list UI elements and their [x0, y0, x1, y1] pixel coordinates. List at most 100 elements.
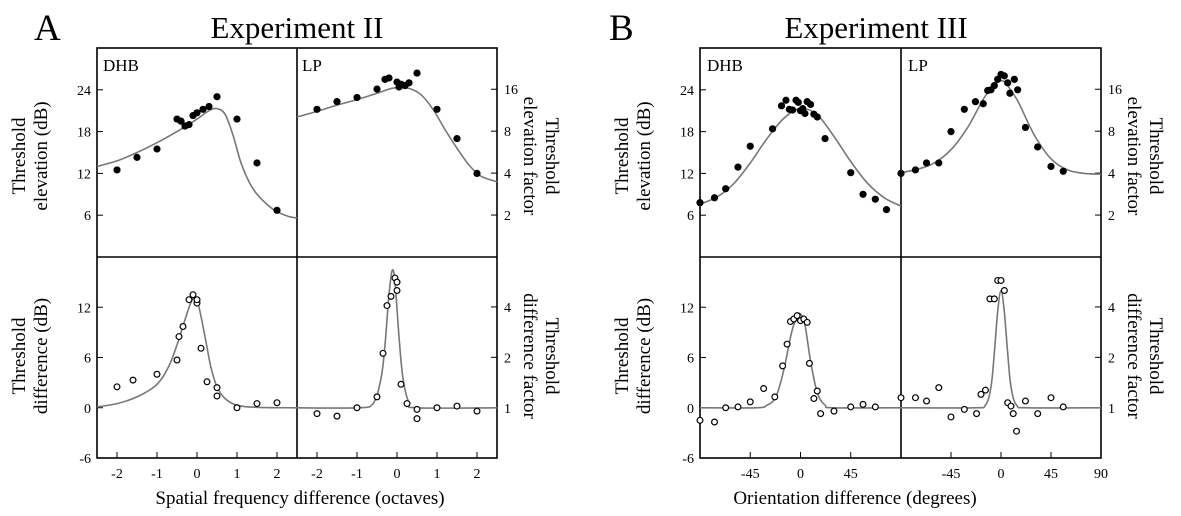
subject-label-b-dhb: DHB — [707, 56, 743, 75]
a-lp-bottom-data-point — [393, 278, 401, 286]
b-dhb-top-data-point — [722, 185, 730, 193]
b-left-bottom-tick-label: -6 — [682, 452, 694, 467]
a-left-top-tick-label: 6 — [84, 209, 91, 224]
b-dhb-top-data-point — [777, 102, 786, 110]
x-axis-title-a: Spatial frequency difference (octaves) — [155, 488, 444, 509]
b-dhb-top-data-point — [871, 195, 879, 203]
b-lp-bottom-data-point — [897, 394, 905, 402]
a-dhb-x-tick-label: 1 — [234, 467, 241, 482]
b-lp-top-data-point — [935, 159, 943, 167]
subject-label-b-lp: LP — [908, 56, 928, 75]
b-right-top-tick-label: 16 — [1108, 83, 1122, 98]
a-dhb-top-data-point — [273, 206, 281, 214]
a-lp-top-data-point — [353, 93, 361, 102]
b-lp-bottom-data-point — [1034, 410, 1042, 418]
b-lp-bottom-data-point — [1009, 410, 1017, 418]
a-dhb-bottom-data-point — [179, 323, 187, 331]
a-lp-top-data-point — [433, 105, 441, 113]
b-right-bottom-tick-label: 2 — [1108, 351, 1115, 366]
b-lp-top-data-point — [1059, 167, 1067, 175]
a-right-bottom-tick-label: 1 — [504, 402, 511, 417]
y-axis-title-b-top: Threshold elevation (dB) — [612, 101, 655, 210]
a-dhb-top-data-point — [113, 166, 121, 174]
b-lp-bottom-data-point — [1007, 402, 1015, 410]
b-dhb-top-data-point — [806, 100, 815, 109]
b-lp-top-data-point — [960, 105, 968, 113]
a-lp-bottom-data-point — [403, 400, 411, 408]
b-dhb-x-tick-label: -45 — [741, 467, 760, 482]
b-dhb-top-data-point — [710, 194, 719, 202]
b-dhb-bottom-data-point — [760, 384, 768, 392]
a-lp-bottom-data-point — [313, 410, 321, 418]
a-dhb-top-data-point — [153, 145, 161, 153]
a-dhb-x-tick-label: -1 — [151, 467, 163, 482]
b-lp-top-data-point — [1034, 143, 1042, 151]
b-lp-top-data-point — [1010, 75, 1018, 83]
a-right-top-tick-label: 2 — [504, 209, 511, 224]
a-dhb-top-data-point — [253, 159, 261, 167]
y-axis-title-a-right-bottom: Threshold difference factor — [519, 293, 562, 419]
b-lp-top-data-point — [990, 82, 998, 90]
a-lp-bottom-data-point — [333, 412, 341, 420]
b-lp-bottom-data-point — [997, 276, 1005, 284]
b-lp-top-data-point — [1047, 162, 1055, 171]
b-lp-x-tick-label: 45 — [1044, 467, 1058, 482]
b-lp-top-data-point — [1000, 72, 1008, 80]
point-layer — [113, 69, 1067, 435]
a-lp-x-tick-label: -1 — [351, 467, 363, 482]
a-dhb-bottom-data-point — [185, 296, 193, 304]
a-right-bottom-tick-label: 2 — [504, 351, 511, 366]
a-lp-bottom-data-point — [379, 349, 387, 357]
b-dhb-bottom-data-point — [734, 403, 742, 411]
b-lp-bottom-data-point — [911, 394, 919, 402]
svg-text:elevation (dB): elevation (dB) — [31, 101, 52, 210]
svg-text:Threshold: Threshold — [9, 117, 30, 195]
a-dhb-top-fit-curve — [96, 107, 298, 219]
b-dhb-bottom-data-point — [793, 312, 801, 320]
y-axis-title-b-right-top: Threshold elevation factor — [1123, 97, 1166, 216]
a-dhb-top-data-point — [205, 102, 213, 111]
b-left-top-tick-label: 18 — [680, 126, 694, 141]
a-lp-bottom-data-point — [393, 287, 401, 295]
b-dhb-bottom-data-point — [830, 407, 838, 415]
b-left-bottom-tick-label: 12 — [680, 301, 694, 316]
b-right-top-tick-label: 2 — [1108, 209, 1115, 224]
a-lp-top-data-point — [405, 79, 413, 87]
a-dhb-bottom-data-point — [213, 392, 221, 400]
a-lp-bottom-data-point — [473, 407, 481, 415]
b-right-bottom-tick-label: 4 — [1108, 301, 1115, 316]
b-lp-bottom-data-point — [977, 390, 985, 398]
b-lp-top-data-point — [1021, 123, 1030, 132]
a-lp-top-data-point — [313, 105, 321, 113]
b-dhb-top-data-point — [768, 125, 777, 133]
b-lp-bottom-data-point — [947, 413, 955, 421]
b-dhb-top-data-point — [746, 142, 754, 150]
a-lp-x-tick-label: 2 — [474, 467, 481, 482]
a-dhb-x-tick-label: 2 — [274, 467, 281, 482]
b-dhb-bottom-data-point — [722, 404, 730, 412]
b-lp-top-data-point — [911, 166, 920, 174]
a-left-top-tick-label: 24 — [77, 84, 91, 99]
a-lp-x-tick-label: -2 — [311, 467, 323, 482]
y-axis-title-a-bottom: Threshold difference (dB) — [9, 298, 52, 414]
b-lp-top-data-point — [922, 159, 931, 167]
b-lp-x-tick-label: -45 — [942, 467, 961, 482]
y-axis-title-a-top: Threshold elevation (dB) — [9, 101, 52, 210]
b-lp-top-data-point — [947, 128, 955, 136]
b-lp-bottom-data-point — [1059, 403, 1067, 411]
a-dhb-top-data-point — [213, 93, 221, 101]
a-dhb-top-data-point — [185, 121, 193, 129]
a-dhb-top-data-point — [177, 117, 185, 125]
panel-A-labels: A Experiment II Spatial frequency differ… — [9, 8, 562, 509]
a-dhb-x-tick-label: -2 — [111, 467, 123, 482]
a-lp-bottom-data-point — [453, 402, 461, 410]
a-dhb-top-data-point — [133, 153, 141, 161]
a-left-bottom-tick-label: 0 — [84, 402, 91, 417]
a-lp-top-fit-curve — [296, 86, 498, 183]
a-lp-bottom-data-point — [387, 292, 395, 300]
b-right-top-tick-label: 4 — [1108, 167, 1115, 182]
a-lp-top-data-point — [373, 85, 381, 93]
b-dhb-bottom-data-point — [783, 340, 791, 348]
b-dhb-bottom-data-point — [803, 318, 811, 326]
svg-text:Threshold: Threshold — [612, 117, 633, 195]
